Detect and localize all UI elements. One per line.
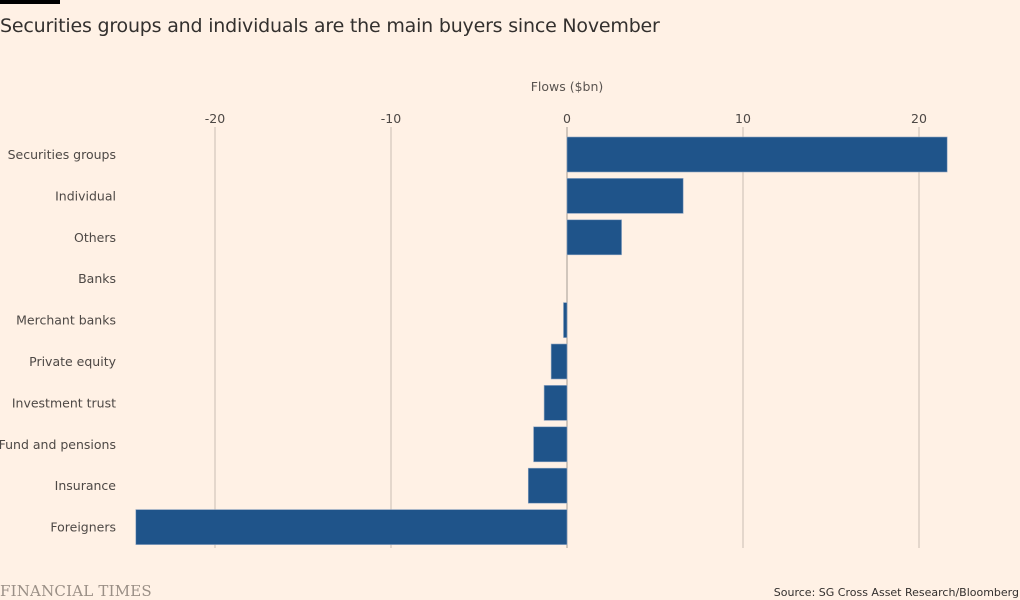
category-label: Private equity [29, 354, 116, 369]
category-label: Others [74, 230, 116, 245]
ft-logo: FINANCIAL TIMES [0, 582, 152, 600]
bar [135, 509, 568, 545]
category-label: Individual [55, 188, 116, 203]
x-tick-label: -10 [381, 111, 401, 126]
category-label: Merchant banks [16, 313, 116, 328]
bar [543, 385, 568, 421]
category-labels: Securities groups Individual Others Banks Me… [0, 147, 117, 535]
category-label: Fund and pensions [0, 437, 116, 452]
bar [566, 136, 948, 173]
brand-bar [0, 0, 60, 4]
bar [550, 343, 568, 380]
category-label: Securities groups [8, 147, 116, 162]
x-tick-labels: -20 -10 0 10 20 [205, 111, 927, 126]
source-note: Source: SG Cross Asset Research/Bloomber… [773, 586, 1019, 599]
x-tick-label: 0 [563, 111, 571, 126]
bar [566, 219, 622, 256]
bar [533, 426, 568, 463]
x-tick-label: -20 [205, 111, 225, 126]
category-label: Foreigners [50, 520, 116, 535]
x-axis-title: Flows ($bn) [531, 79, 604, 94]
category-label: Investment trust [12, 395, 116, 410]
chart-title: Securities groups and individuals are th… [0, 15, 660, 37]
category-label: Insurance [55, 478, 117, 493]
bar [563, 302, 568, 338]
x-tick-label: 20 [911, 111, 927, 126]
bars [135, 136, 948, 545]
category-label: Banks [78, 271, 116, 286]
bar [527, 467, 568, 504]
x-tick-label: 10 [735, 111, 751, 126]
bar [566, 178, 684, 214]
